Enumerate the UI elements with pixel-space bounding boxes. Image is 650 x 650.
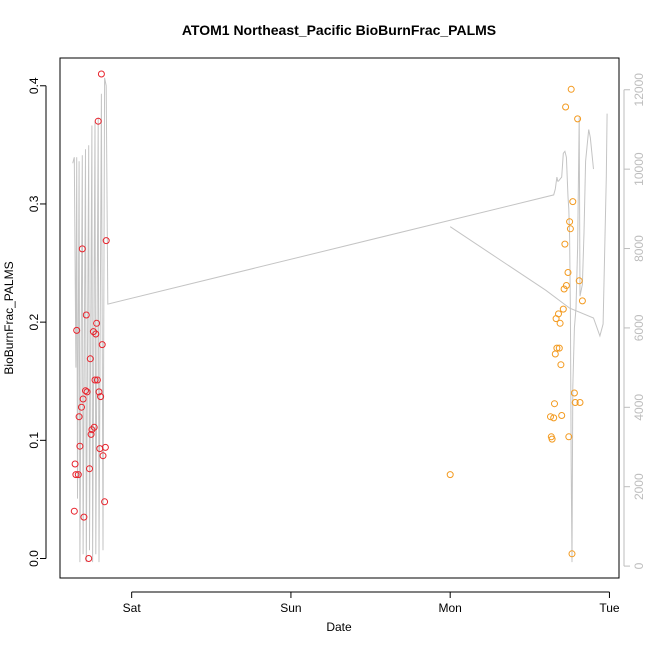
data-point [74,471,82,479]
data-point [90,423,98,431]
data-point [75,413,83,421]
data-point [73,326,81,334]
data-points [70,70,586,562]
data-point [78,245,86,253]
data-point [87,430,95,438]
data-point [86,355,94,363]
data-point [97,70,105,78]
data-point [558,412,566,419]
right-tick-label: 2000 [632,473,646,500]
data-point [97,393,105,401]
data-point [568,550,576,558]
data-point [566,218,574,226]
data-point [93,376,101,384]
right-axis-series [72,77,608,563]
right-tick-label: 8000 [632,235,646,262]
data-point [70,507,78,515]
data-point [98,341,106,349]
right-tick-label: 6000 [632,314,646,341]
data-point [101,443,109,451]
data-point [559,305,567,313]
data-point [79,395,87,403]
x-tick-label: Sat [123,601,142,615]
data-point [94,117,102,125]
data-point [80,513,88,521]
data-point [553,344,561,352]
data-point [555,310,562,318]
data-point [560,285,568,293]
data-point [567,85,575,93]
data-point [574,115,582,123]
data-point [557,361,565,369]
x-tick-label: Tue [599,601,620,615]
data-point [92,330,100,338]
data-point [71,460,79,468]
y-axis-label: BioBurnFrac_PALMS [2,261,16,374]
right-tick-label: 0 [632,562,646,569]
data-point [576,399,584,406]
chart-title: ATOM1 Northeast_Pacific BioBurnFrac_PALM… [182,22,496,38]
data-point [78,403,85,411]
data-point [569,198,577,206]
data-point [88,426,96,434]
data-point [85,555,93,562]
data-point [561,240,569,248]
data-point [95,388,103,396]
data-point [562,103,570,111]
plot-frame [59,57,620,579]
data-point [562,282,570,289]
right-tick-label: 12000 [632,73,646,107]
data-point [82,311,90,319]
right-axis-line-segment [72,77,594,563]
data-point [82,387,89,395]
data-point [102,237,110,245]
y-tick-label: 0.1 [27,432,41,449]
data-point [556,319,564,327]
data-point [99,452,107,460]
data-point [550,414,558,422]
y-tick-label: 0.2 [27,313,41,330]
y-axis: 0.0 0.1 0.2 0.3 0.4 [27,77,47,567]
data-point [72,471,80,479]
y-tick-label: 0.4 [27,77,41,94]
data-point [91,376,99,384]
data-point [555,344,563,352]
x-axis: Sat Sun Mon Tue [123,591,620,615]
right-axis-line-segment [449,113,608,338]
data-point [570,389,578,397]
data-point [548,435,556,443]
data-point [547,413,554,421]
x-axis-label: Date [326,620,352,634]
y-tick-label: 0.3 [27,195,41,212]
data-point [86,465,93,473]
right-tick-label: 10000 [632,152,646,186]
data-point [89,328,97,336]
data-point [93,319,101,327]
right-tick-label: 4000 [632,394,646,421]
y-tick-label: 0.0 [27,550,41,567]
data-point [551,350,559,358]
data-point [101,498,109,506]
data-point [566,225,574,233]
data-point [578,297,586,305]
data-point [83,388,91,396]
data-point [575,277,583,285]
x-tick-label: Mon [439,601,462,615]
data-point [571,399,579,406]
x-tick-label: Sun [280,601,301,615]
data-point [76,442,84,450]
right-y-axis: 0 2000 4000 6000 8000 10000 12000 [623,73,646,569]
data-point [551,400,558,408]
data-point [565,433,573,441]
data-point [564,269,572,276]
data-point [446,471,454,479]
